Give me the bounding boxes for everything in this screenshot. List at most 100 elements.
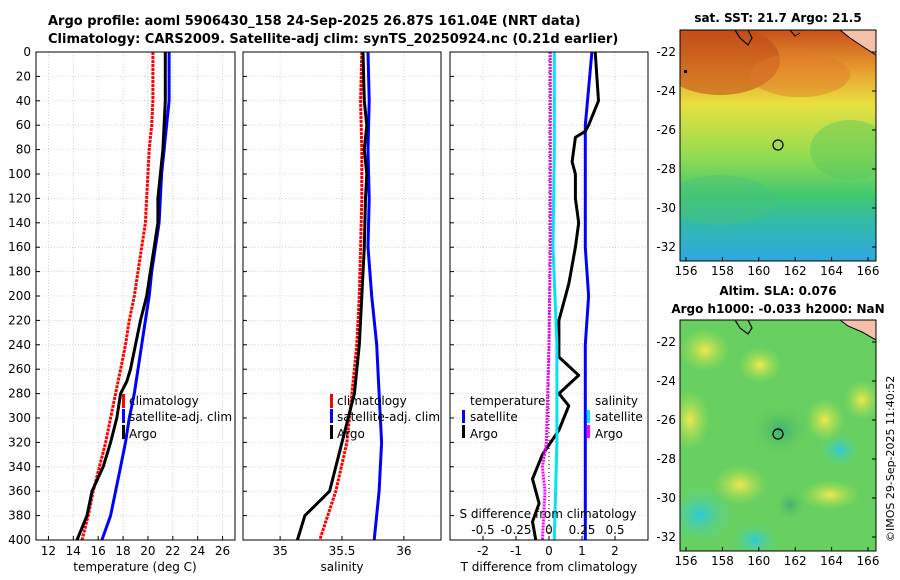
- series-line-t-argo: [531, 51, 600, 541]
- series-line-t-satellite: [583, 51, 594, 540]
- y-tick-label: 400: [8, 533, 31, 547]
- temperature-xlabel: temperature (deg C): [73, 560, 196, 574]
- sst-map-ticks: 156 158 160 162 164 166 -22 -24 -26 -28 -30 -32: [656, 45, 879, 278]
- sla-map-frame: [679, 319, 877, 552]
- y-tick-label: 340: [8, 460, 31, 474]
- y-tick-label: 60: [16, 118, 31, 132]
- legend-label-climatology: climatology: [129, 394, 199, 408]
- legend-swatch-climatology: [330, 394, 333, 408]
- series-line-s-satellite: [551, 52, 559, 541]
- difference-ticks: -2 -1 0 1 2: [450, 51, 619, 558]
- legend-swatch-satellite: [122, 409, 125, 423]
- legend-label-s-argo: Argo: [595, 427, 623, 441]
- legend-label-s-satellite: satellite: [595, 410, 643, 424]
- x-tick-label: 26: [215, 544, 230, 558]
- figure-title-line1: Argo profile: aoml 5906430_158 24-Sep-20…: [48, 14, 581, 29]
- x-tick-label: 24: [190, 544, 205, 558]
- map-x-tick-label: 156: [675, 554, 698, 568]
- map-y-tick-label: -32: [656, 240, 676, 254]
- temperature-ticks: 0 20 40 60 80 100 120 140 160 180 200 220 240 260 280 3…: [8, 45, 230, 558]
- difference-panel: -2 -1 0 1 2: [449, 51, 649, 558]
- map-x-tick-label: 162: [784, 554, 807, 568]
- s-diff-tick-label: 0: [545, 523, 553, 537]
- map-y-tick-label: -24: [656, 374, 676, 388]
- figure-title-line2: Climatology: CARS2009. Satellite-adj cli…: [48, 32, 619, 47]
- legend-swatch-climatology: [122, 394, 125, 408]
- s-diff-tick-label: -0.5: [471, 523, 494, 537]
- legend-label-satellite: satellite-adj. clim: [129, 410, 232, 424]
- legend-label-argo: Argo: [337, 427, 365, 441]
- temperature-legend: climatology satellite-adj. clim Argo: [122, 394, 232, 441]
- series-line-satellite-adj-clim: [366, 51, 384, 541]
- y-tick-label: 360: [8, 484, 31, 498]
- y-tick-label: 100: [8, 167, 31, 181]
- sla-map-ticks: 156 158 160 162 164 166 -22 -24 -26 -28 -30 -32: [656, 335, 879, 568]
- difference-lines: [531, 51, 600, 541]
- sst-map-title: sat. SST: 21.7 Argo: 21.5: [694, 11, 861, 25]
- y-tick-label: 40: [16, 94, 31, 108]
- sst-map: sat. SST: 21.7 Argo: 21.5 156 158 160 162 16…: [656, 11, 879, 278]
- map-x-tick-label: 162: [784, 264, 807, 278]
- map-x-tick-label: 164: [820, 264, 843, 278]
- y-tick-label: 200: [8, 289, 31, 303]
- sla-map: Altim. SLA: 0.076 Argo h1000: -0.033 h20…: [656, 284, 884, 568]
- legend-label-climatology: climatology: [337, 394, 407, 408]
- map-y-tick-label: -22: [656, 335, 676, 349]
- x-tick-label: 2: [611, 544, 619, 558]
- s-diff-tick-label: 0.5: [605, 523, 624, 537]
- sla-argo-location-marker: [772, 428, 784, 440]
- legend-swatch-satellite: [330, 409, 333, 423]
- map-y-tick-label: -26: [656, 413, 676, 427]
- x-tick-label: 1: [578, 544, 586, 558]
- x-tick-label: 35.5: [329, 544, 356, 558]
- difference-legend-left: temperature satellite Argo: [462, 394, 545, 441]
- series-line-s-argo: [540, 52, 552, 541]
- x-tick-label: 12: [41, 544, 56, 558]
- legend-swatch-s-argo: [587, 425, 590, 438]
- map-y-tick-label: -22: [656, 45, 676, 59]
- salinity-ticks: 35 35.5 36: [243, 51, 412, 558]
- series-line-argo: [295, 51, 369, 541]
- x-tick-label: 18: [115, 544, 130, 558]
- legend-label-argo: Argo: [129, 427, 157, 441]
- map-y-tick-label: -32: [656, 530, 676, 544]
- x-tick-label: 22: [165, 544, 180, 558]
- difference-xlabel: T difference from climatology: [460, 560, 638, 574]
- s-diff-tick-label: 0.25: [569, 523, 596, 537]
- map-y-tick-label: -28: [656, 162, 676, 176]
- temperature-lines: [75, 52, 171, 541]
- x-tick-label: 14: [66, 544, 81, 558]
- sst-map-frame: [679, 29, 877, 262]
- x-tick-label: -1: [510, 544, 522, 558]
- y-tick-label: 20: [16, 69, 31, 83]
- map-y-tick-label: -30: [656, 201, 676, 215]
- y-tick-label: 180: [8, 265, 31, 279]
- temperature-panel: 0 20 40 60 80 100 120 140 160 180 200 220 240 260 280 3…: [8, 45, 236, 558]
- series-line-climatology: [80, 52, 155, 541]
- y-tick-label: 240: [8, 338, 31, 352]
- map-x-tick-label: 158: [711, 554, 734, 568]
- x-tick-label: 16: [91, 544, 106, 558]
- map-x-tick-label: 166: [857, 554, 880, 568]
- legend-swatch-argo: [122, 425, 125, 439]
- map-x-tick-label: 156: [675, 264, 698, 278]
- series-line-argo: [75, 52, 167, 541]
- x-tick-label: 35: [272, 544, 287, 558]
- legend-title-temperature: temperature: [470, 394, 545, 408]
- sst-argo-location-marker: [772, 139, 784, 151]
- x-tick-label: 0: [545, 544, 553, 558]
- legend-title-salinity: salinity: [595, 394, 638, 408]
- x-tick-label: -2: [477, 544, 489, 558]
- y-tick-label: 80: [16, 143, 31, 157]
- difference-legend-right: salinity satellite Argo: [587, 394, 643, 441]
- y-tick-label: 380: [8, 509, 31, 523]
- legend-swatch-s-satellite: [587, 410, 590, 423]
- salinity-lines: [295, 51, 384, 541]
- y-tick-label: 220: [8, 313, 31, 327]
- map-x-tick-label: 160: [747, 264, 770, 278]
- y-tick-label: 280: [8, 387, 31, 401]
- legend-label-t-satellite: satellite: [470, 410, 518, 424]
- salinity-grid: [243, 51, 441, 541]
- map-y-tick-label: -28: [656, 452, 676, 466]
